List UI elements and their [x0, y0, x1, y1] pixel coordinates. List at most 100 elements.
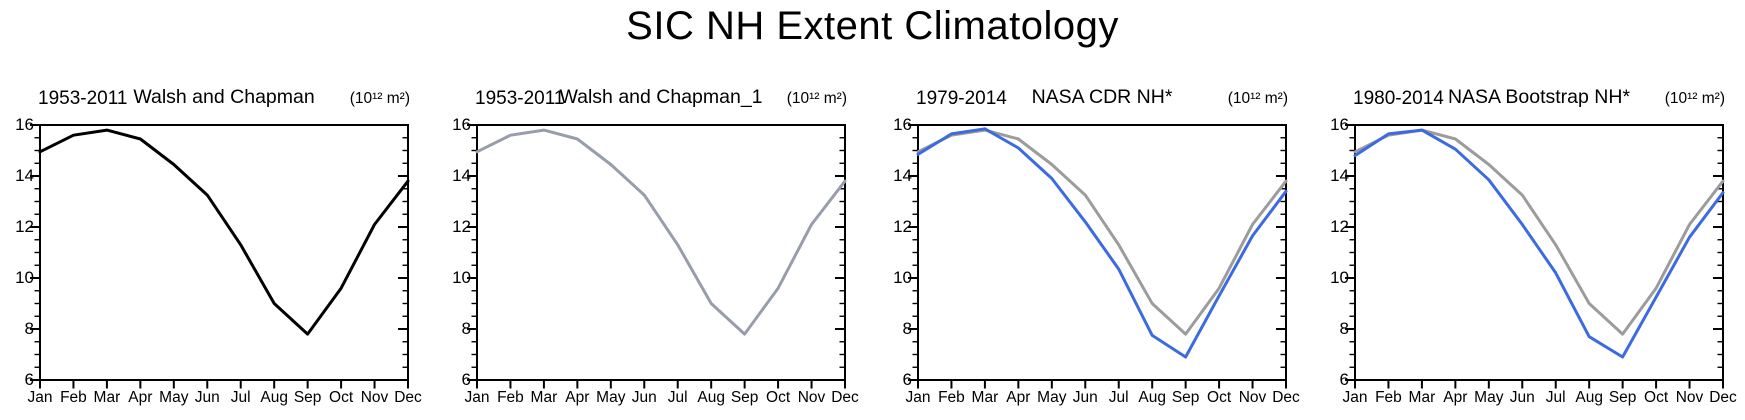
plot-area — [904, 111, 1300, 393]
y-axis-label: 8 — [902, 319, 912, 338]
x-axis-label: Oct — [329, 389, 354, 406]
panel-units: (10¹² m²) — [786, 90, 847, 107]
panel-period: 1953-2011 — [475, 88, 565, 109]
y-axis-label: 6 — [24, 370, 34, 389]
series-line — [1353, 128, 1725, 336]
x-axis-label: Jan — [1342, 389, 1368, 406]
panel-period: 1980-2014 — [1353, 88, 1444, 109]
y-axis-label: 14 — [15, 166, 34, 185]
y-axis-label: 16 — [452, 115, 471, 134]
x-axis-label: Aug — [1138, 389, 1166, 406]
x-axis-label: May — [1474, 389, 1504, 406]
panel-units: (10¹² m²) — [349, 90, 410, 107]
y-axis-label: 12 — [15, 217, 34, 236]
x-axis-label: Mar — [93, 389, 121, 406]
x-axis-label: Jun — [631, 389, 657, 406]
x-axis-label: Jan — [27, 389, 53, 406]
x-axis-label: Apr — [1006, 389, 1031, 406]
chart-canvas — [908, 124, 1288, 389]
x-axis-label: Dec — [394, 389, 422, 406]
x-axis-label: Jul — [667, 389, 688, 406]
x-axis-label: Apr — [128, 389, 153, 406]
series-line — [38, 128, 410, 336]
x-axis-label: Sep — [1171, 389, 1200, 406]
y-axis-label: 14 — [1330, 166, 1349, 185]
x-axis-label: Apr — [565, 389, 590, 406]
x-axis-label: Aug — [697, 389, 725, 406]
y-axis-label: 16 — [893, 115, 912, 134]
y-axis-label: 14 — [452, 166, 471, 185]
x-axis-label: Aug — [1575, 389, 1603, 406]
panel-period: 1953-2011 — [38, 88, 128, 109]
y-axis-label: 10 — [15, 268, 34, 287]
panel-nasa-cdr: 1979-2014 NASA CDR NH* (10¹² m²) 6 8 10 12 1… — [878, 80, 1315, 420]
y-axis-label: 6 — [1339, 370, 1349, 389]
x-axis-label: Jul — [230, 389, 251, 406]
chart-canvas — [30, 124, 410, 389]
x-axis-label: Jan — [905, 389, 931, 406]
plot-area — [26, 111, 422, 393]
y-axis-label: 8 — [461, 319, 471, 338]
x-axis-label: Feb — [938, 389, 965, 406]
x-axis-label: Oct — [1207, 389, 1232, 406]
y-axis-label: 10 — [452, 268, 471, 287]
x-axis-label: Oct — [1644, 389, 1669, 406]
y-axis-label: 8 — [24, 319, 34, 338]
plot-area — [463, 111, 859, 393]
y-axis-label: 10 — [1330, 268, 1349, 287]
x-axis-label: Sep — [293, 389, 322, 406]
panel-title: NASA Bootstrap NH* — [1447, 86, 1631, 108]
series-line — [475, 128, 847, 336]
y-axis-label: 12 — [452, 217, 471, 236]
x-axis-label: Dec — [1709, 389, 1737, 406]
panel-nasa-bootstrap: 1980-2014 NASA Bootstrap NH* (10¹² m²) 6… — [1315, 80, 1745, 420]
plot-area — [1341, 111, 1737, 393]
y-axis-label: 16 — [15, 115, 34, 134]
panel-units: (10¹² m²) — [1227, 90, 1288, 107]
x-axis-label: Jun — [1072, 389, 1098, 406]
x-axis-label: May — [159, 389, 189, 406]
panel-units: (10¹² m²) — [1664, 90, 1725, 107]
y-axis-label: 10 — [893, 268, 912, 287]
y-axis-label: 14 — [893, 166, 912, 185]
x-axis-label: Jul — [1545, 389, 1566, 406]
panel-title: Walsh and Chapman_1 — [559, 86, 763, 108]
x-axis-label: Oct — [766, 389, 791, 406]
x-axis-label: Feb — [1375, 389, 1402, 406]
x-axis-label: Mar — [1408, 389, 1436, 406]
x-axis-label: Mar — [971, 389, 999, 406]
series-line — [916, 128, 1288, 336]
chart-canvas — [467, 124, 847, 389]
figure-title: SIC NH Extent Climatology — [626, 4, 1119, 48]
x-axis-label: Dec — [1272, 389, 1300, 406]
panel-walsh-chapman-1: 1953-2011 Walsh and Chapman_1 (10¹² m²) … — [437, 80, 874, 420]
panel-title: NASA CDR NH* — [1031, 86, 1173, 108]
panel-walsh-chapman: 1953-2011 Walsh and Chapman (10¹² m²) 6 8… — [0, 80, 437, 420]
chart-canvas — [1345, 124, 1725, 389]
x-axis-label: Nov — [1238, 389, 1267, 406]
x-axis-label: May — [596, 389, 626, 406]
series-line — [916, 127, 1288, 359]
x-axis-label: Sep — [730, 389, 759, 406]
panel-period: 1979-2014 — [916, 88, 1007, 109]
x-axis-label: Feb — [497, 389, 524, 406]
panel-title: Walsh and Chapman — [133, 86, 315, 108]
x-axis-label: Mar — [530, 389, 558, 406]
x-axis-label: Nov — [1675, 389, 1704, 406]
x-axis-label: Jun — [194, 389, 220, 406]
y-axis-label: 12 — [893, 217, 912, 236]
x-axis-label: Aug — [260, 389, 288, 406]
y-axis-label: 8 — [1339, 319, 1349, 338]
x-axis-label: Jan — [464, 389, 490, 406]
x-axis-label: May — [1037, 389, 1067, 406]
x-axis-label: Jul — [1108, 389, 1129, 406]
y-axis-label: 6 — [461, 370, 471, 389]
x-axis-label: Jun — [1509, 389, 1535, 406]
y-axis-label: 16 — [1330, 115, 1349, 134]
x-axis-label: Nov — [360, 389, 389, 406]
x-axis-label: Apr — [1443, 389, 1468, 406]
x-axis-label: Sep — [1608, 389, 1637, 406]
x-axis-label: Feb — [60, 389, 87, 406]
x-axis-label: Dec — [831, 389, 859, 406]
series-line — [1353, 128, 1725, 359]
